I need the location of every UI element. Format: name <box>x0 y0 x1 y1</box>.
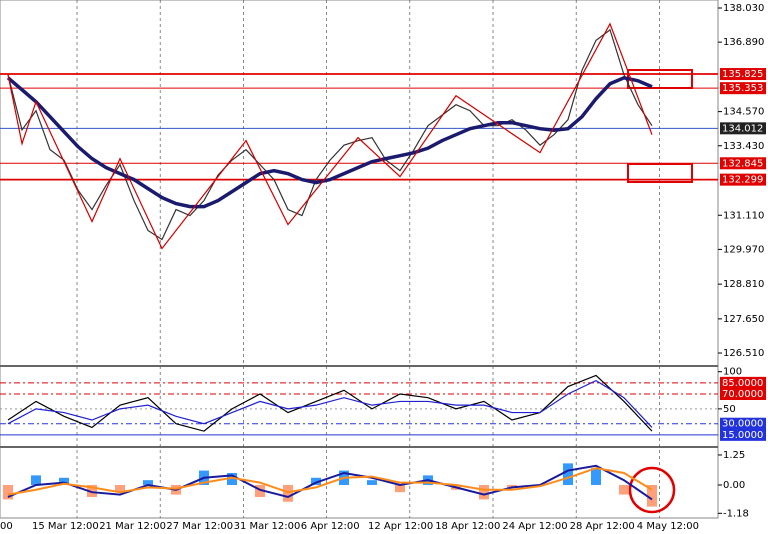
level-label-bg <box>720 157 766 170</box>
x-tick-label: 28 Apr 12:00 <box>570 521 635 532</box>
y-tick-label: 133.430 <box>723 141 764 152</box>
y-tick-label: 128.810 <box>723 279 764 290</box>
level-label-bg <box>720 428 766 441</box>
series-line <box>7 22 653 250</box>
y-tick-label: 1.25 <box>723 450 745 461</box>
level-label-bg <box>720 68 766 81</box>
histogram-bar <box>619 484 629 495</box>
y-tick-label: 136.890 <box>723 37 764 48</box>
histogram-bar <box>115 484 125 493</box>
level-label: 135.353 <box>722 83 763 94</box>
level-label-bg <box>720 388 766 400</box>
y-tick-label: 131.110 <box>723 210 764 221</box>
series-line <box>6 75 653 209</box>
x-tick-label: 18 Apr 12:00 <box>435 521 500 532</box>
level-label: 132.299 <box>722 175 763 186</box>
x-tick-label: 15 Mar 12:00 <box>32 521 99 532</box>
histogram-bar <box>395 484 405 493</box>
plot-frame <box>0 0 719 519</box>
x-tick-label: 21 Mar 12:00 <box>99 521 166 532</box>
histogram-bar <box>31 475 41 485</box>
x-tick-label: 12 Apr 12:00 <box>368 521 433 532</box>
y-tick-label: 50 <box>723 404 736 415</box>
level-label: 15.0000 <box>722 430 763 441</box>
level-label: 132.845 <box>722 158 763 169</box>
series-line <box>7 467 653 496</box>
level-label: 30.0000 <box>722 419 763 430</box>
series-line <box>7 464 653 501</box>
histogram-bar <box>59 477 69 485</box>
series-line <box>7 374 653 432</box>
series-line <box>7 379 653 428</box>
histogram-bar <box>3 484 13 500</box>
histogram-bar <box>255 484 265 497</box>
level-label: 85.0000 <box>722 378 763 389</box>
level-label-bg <box>720 82 766 95</box>
histogram-bar <box>227 472 237 485</box>
y-tick-label: -1.18 <box>723 508 749 519</box>
x-tick-label: 27 Mar 12:00 <box>166 521 233 532</box>
histogram-bar <box>591 468 601 485</box>
x-tick-label: 24 Apr 12:00 <box>502 521 567 532</box>
x-tick-label: 6 Apr 12:00 <box>301 521 360 532</box>
x-tick-label: 31 Mar 12:00 <box>234 521 301 532</box>
y-tick-label: 126.510 <box>723 348 764 359</box>
x-tick-label: 4 May 12:00 <box>637 521 699 532</box>
histogram-bar <box>367 480 377 485</box>
level-label-bg <box>720 417 766 430</box>
histogram-bar <box>507 484 517 488</box>
level-label: 134.012 <box>722 123 763 134</box>
annotation-box <box>627 163 693 183</box>
level-label-bg <box>720 173 766 186</box>
level-label-bg <box>720 376 766 389</box>
y-tick-label: 127.650 <box>723 314 764 325</box>
level-label-bg <box>720 122 766 135</box>
histogram-bar <box>87 484 97 497</box>
y-tick-label: 138.030 <box>723 3 764 14</box>
histogram-bar <box>283 484 293 502</box>
histogram-bar <box>143 480 153 485</box>
histogram-bar <box>647 484 657 507</box>
x-tick-label: 00 <box>0 521 13 532</box>
annotation-circle <box>628 466 676 514</box>
y-tick-label: 129.970 <box>723 244 764 255</box>
level-label: 70.0000 <box>722 389 763 400</box>
y-tick-label: 0.00 <box>723 480 745 491</box>
histogram-bar <box>563 463 573 485</box>
y-tick-label: 134.570 <box>723 107 764 118</box>
level-label: 135.825 <box>722 69 763 80</box>
y-tick-label: 100 <box>723 367 742 378</box>
histogram-bar <box>311 477 321 485</box>
histogram-bar <box>479 484 489 500</box>
